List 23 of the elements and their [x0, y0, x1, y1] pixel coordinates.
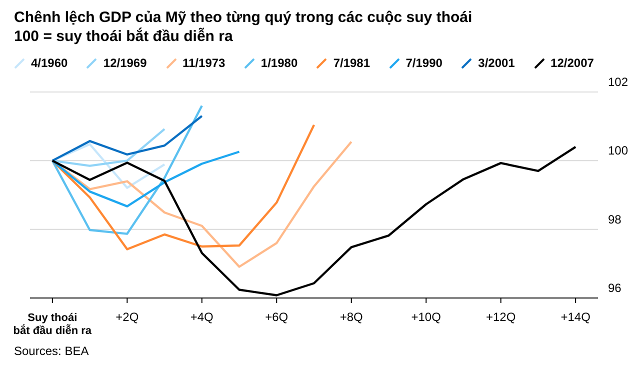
- legend-label: 3/2001: [478, 56, 515, 70]
- legend-label: 7/1981: [333, 56, 370, 70]
- chart-subtitle: 100 = suy thoái bắt đầu diễn ra: [14, 27, 234, 46]
- legend-label: 12/2007: [550, 56, 594, 70]
- x-tick-label: +14Q: [560, 310, 590, 324]
- x-tick-label: Suy thoái bắt đầu diễn ra: [13, 312, 92, 337]
- y-tick-label: 102: [608, 75, 628, 89]
- chart-title: Chênh lệch GDP của Mỹ theo từng quý trong các cuộc suy thoái: [14, 8, 474, 27]
- y-tick-label: 100: [608, 144, 628, 158]
- x-tick-label: +4Q: [190, 310, 214, 324]
- legend-label: 4/1960: [31, 56, 68, 70]
- legend-label: 7/1990: [406, 56, 442, 70]
- x-tick-label: +2Q: [116, 310, 139, 324]
- y-tick-label: 98: [608, 212, 622, 226]
- x-tick-label: +8Q: [340, 310, 363, 324]
- legend-label: 11/1973: [182, 56, 226, 70]
- x-tick-label: +6Q: [265, 310, 288, 324]
- legend-label: 1/1980: [260, 56, 298, 70]
- y-tick-label: 96: [608, 281, 622, 295]
- x-tick-label: +12Q: [486, 310, 516, 324]
- x-tick-label: +10Q: [411, 310, 441, 324]
- legend-label: 12/1969: [103, 56, 147, 70]
- source-note: Sources: BEA: [14, 344, 90, 358]
